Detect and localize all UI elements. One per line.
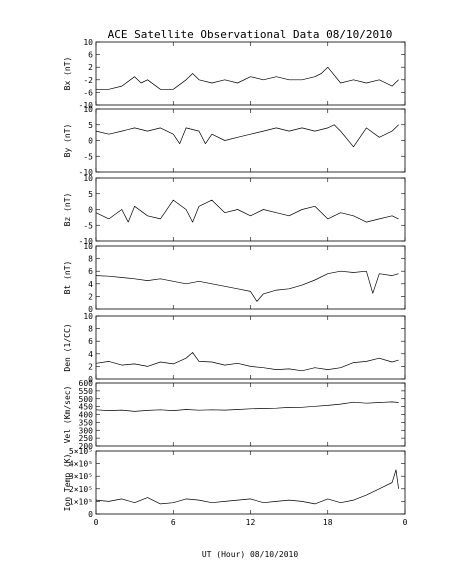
y-tick-label: 350 [79, 418, 94, 427]
y-tick-label: 4 [88, 280, 93, 289]
series-line-4-1 [95, 270, 399, 302]
y-tick-label: 10 [83, 105, 93, 114]
panel-4: 0 2 4 6 8 10 Bt (nT) [63, 242, 406, 314]
y-tick-label: 10 [83, 312, 93, 321]
x-tick-label: 0 [94, 518, 99, 527]
y-tick-label: 3×10⁵ [69, 472, 93, 481]
x-tick-label: 6 [171, 518, 176, 527]
x-tick-label: 18 [323, 518, 333, 527]
y-tick-label: 6 [88, 337, 93, 346]
panel-frame [95, 450, 406, 515]
y-tick-label: 450 [79, 403, 94, 412]
y-tick-label: 0 [88, 305, 93, 314]
y-tick-label: 5 [88, 121, 93, 130]
panel-frame [95, 177, 406, 242]
y-tick-label: 6 [88, 267, 93, 276]
panel-frame [95, 382, 406, 447]
y-axis-label: By (nT) [63, 124, 72, 158]
y-tick-label: 10 [83, 174, 93, 183]
y-tick-label: 1×10⁵ [69, 497, 93, 506]
panel-frame [95, 41, 406, 106]
y-tick-label: 6 [88, 51, 93, 60]
y-tick-label: -10 [79, 168, 94, 177]
y-tick-label: 5×10⁵ [69, 447, 93, 456]
y-tick-label: 5 [88, 190, 93, 199]
y-tick-label: 500 [79, 395, 94, 404]
y-tick-label: 0 [88, 375, 93, 384]
x-tick-label: 0 [403, 518, 408, 527]
y-axis-label: Bt (nT) [63, 261, 72, 295]
y-tick-label: 4 [88, 350, 93, 359]
y-tick-label: 8 [88, 325, 93, 334]
series-line-2-1 [95, 124, 399, 148]
panel-7: 0 1×10⁵ 2×10⁵ 3×10⁵ 4×10⁵ 5×10⁵ 0 6 12 18 0 Ion Tem… [63, 447, 408, 527]
y-tick-label: 400 [79, 411, 94, 420]
y-tick-label: 2 [88, 63, 93, 72]
y-tick-label: -5 [83, 221, 93, 230]
panel-2: -10 -5 0 5 10 By (nT) [63, 105, 406, 177]
panel-5: 0 2 4 6 8 10 Den (1/CC) [63, 312, 406, 384]
y-axis-label: Ion Temp (K) [63, 454, 72, 512]
y-tick-label: -10 [79, 237, 94, 246]
series-line-7-1 [95, 469, 399, 505]
y-tick-label: -10 [79, 101, 94, 110]
y-tick-label: -5 [83, 152, 93, 161]
y-tick-label: 250 [79, 434, 94, 443]
chart-panels: -10 -6 -2 2 6 10 Bx (nT) -10 -5 0 5 10 By (nT) -10 -5 0… [63, 38, 408, 527]
y-tick-label: 0 [88, 137, 93, 146]
y-tick-label: 4×10⁵ [69, 460, 93, 469]
panel-frame [95, 245, 406, 310]
y-axis-label: Bz (nT) [63, 193, 72, 227]
y-tick-label: 10 [83, 242, 93, 251]
y-tick-label: 2 [88, 362, 93, 371]
series-line-6-1 [95, 401, 399, 412]
y-tick-label: 2 [88, 292, 93, 301]
panel-frame [95, 108, 406, 173]
x-axis-label: UT (Hour) 08/10/2010 [202, 550, 299, 559]
panel-1: -10 -6 -2 2 6 10 Bx (nT) [63, 38, 406, 110]
y-axis-label: Vel (Km/sec) [63, 386, 72, 444]
y-tick-label: 300 [79, 426, 94, 435]
panel-3: -10 -5 0 5 10 Bz (nT) [63, 174, 406, 246]
y-tick-label: -6 [83, 88, 93, 97]
y-tick-label: 550 [79, 387, 94, 396]
y-tick-label: 0 [88, 206, 93, 215]
y-tick-label: 0 [88, 510, 93, 519]
y-tick-label: 8 [88, 255, 93, 264]
panel-frame [95, 315, 406, 380]
y-axis-label: Bx (nT) [63, 57, 72, 91]
chart-title: ACE Satellite Observational Data 08/10/2… [108, 28, 393, 41]
y-tick-label: 200 [79, 442, 94, 451]
y-tick-label: 10 [83, 38, 93, 47]
y-tick-label: 2×10⁵ [69, 485, 93, 494]
y-axis-label: Den (1/CC) [63, 323, 72, 371]
series-line-5-1 [95, 352, 399, 372]
y-tick-label: 600 [79, 379, 94, 388]
series-line-3-1 [95, 199, 399, 223]
x-tick-label: 12 [246, 518, 256, 527]
y-tick-label: -2 [83, 76, 93, 85]
series-line-1-1 [96, 66, 399, 90]
